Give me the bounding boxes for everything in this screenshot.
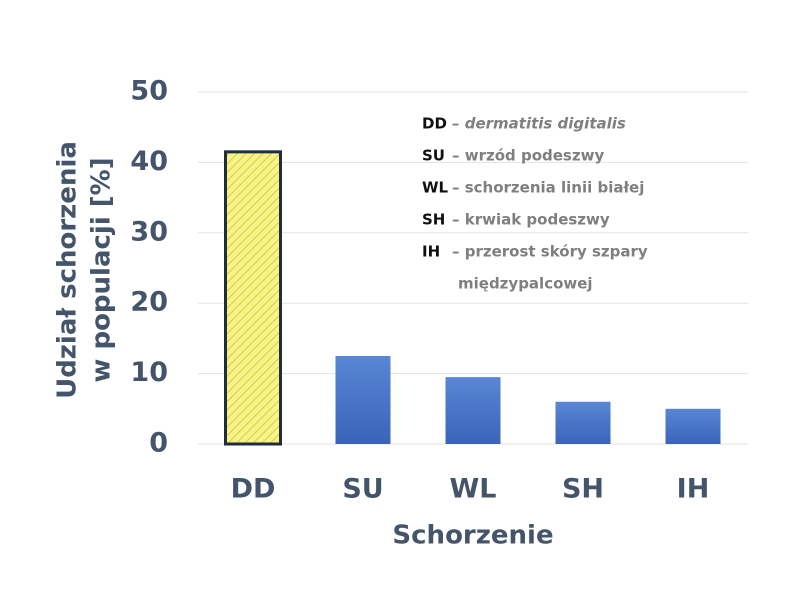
legend-text: – dermatitis digitalis bbox=[452, 115, 626, 133]
y-tick-label: 40 bbox=[130, 146, 168, 177]
bar bbox=[335, 356, 391, 444]
legend-text: – schorzenia linii białej bbox=[452, 179, 644, 197]
legend-text: – wrzód podeszwy bbox=[452, 147, 604, 165]
bar bbox=[445, 377, 501, 444]
y-tick-label: 10 bbox=[130, 357, 168, 388]
x-tick-label: WL bbox=[450, 474, 497, 505]
x-tick-label: SU bbox=[342, 474, 383, 505]
y-axis-title-line: w populacji [%] bbox=[87, 157, 117, 382]
y-axis-title-line: Udział schorzenia bbox=[53, 141, 83, 399]
bar bbox=[665, 408, 721, 444]
x-tick-label: SH bbox=[562, 474, 604, 505]
legend-text: – krwiak podeszwy bbox=[452, 211, 610, 229]
legend-text: – przerost skóry szpary bbox=[452, 243, 648, 261]
x-tick-label: DD bbox=[231, 474, 276, 505]
legend-code: SH bbox=[422, 211, 445, 229]
bar bbox=[224, 150, 282, 446]
y-axis-title: Udział schorzenia w populacji [%] bbox=[53, 141, 117, 399]
y-tick-label: 0 bbox=[149, 428, 168, 459]
legend-code: WL bbox=[422, 179, 449, 197]
legend-code: DD bbox=[422, 115, 447, 133]
legend-code: SU bbox=[422, 147, 445, 165]
bar bbox=[555, 401, 611, 444]
x-axis-title: Schorzenie bbox=[392, 521, 553, 551]
legend-text: międzypalcowej bbox=[458, 275, 593, 293]
y-tick-label: 20 bbox=[130, 287, 168, 318]
y-tick-label: 50 bbox=[130, 76, 168, 107]
legend-code: IH bbox=[422, 243, 440, 261]
x-tick-label: IH bbox=[677, 474, 710, 505]
y-tick-label: 30 bbox=[130, 216, 168, 247]
